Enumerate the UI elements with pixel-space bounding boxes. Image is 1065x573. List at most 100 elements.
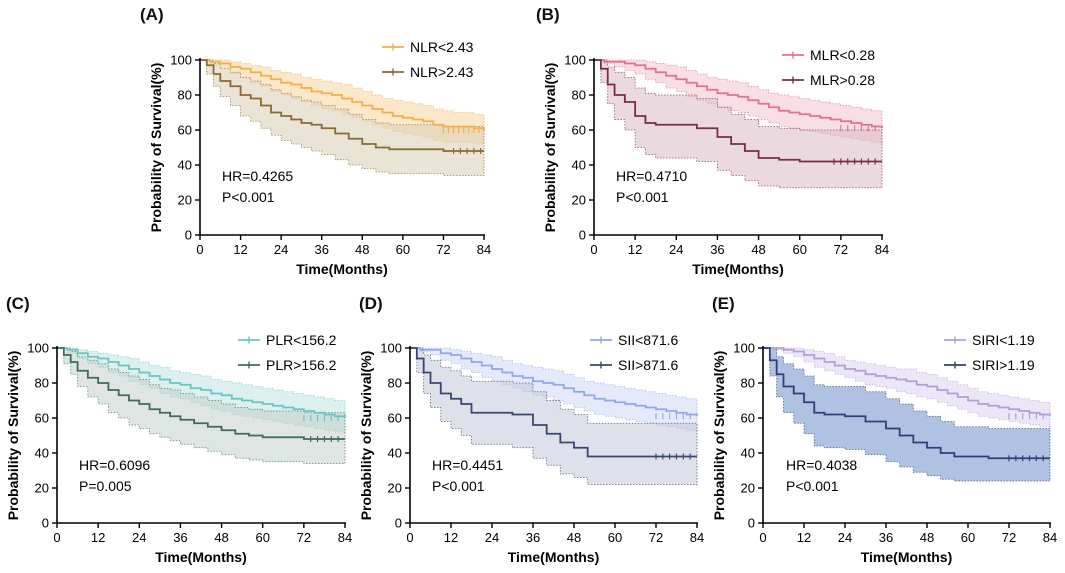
x-tick-label: 84 bbox=[1043, 530, 1057, 545]
y-tick-label: 40 bbox=[388, 446, 402, 461]
y-tick-label: 60 bbox=[35, 411, 49, 426]
x-tick-label: 72 bbox=[1002, 530, 1016, 545]
y-tick-label: 100 bbox=[733, 341, 755, 356]
ci-band-1 bbox=[763, 347, 1051, 429]
x-tick-label: 84 bbox=[875, 242, 889, 257]
y-tick-label: 40 bbox=[35, 446, 49, 461]
y-tick-label: 40 bbox=[572, 158, 586, 173]
x-tick-label: 24 bbox=[485, 530, 499, 545]
x-tick-label: 24 bbox=[669, 242, 683, 257]
p-value-annotation: P<0.001 bbox=[786, 478, 839, 494]
x-tick-label: 72 bbox=[834, 242, 848, 257]
x-tick-label: 0 bbox=[406, 530, 413, 545]
legend-entry-2: PLR>156.2 bbox=[238, 357, 337, 373]
x-tick-label: 12 bbox=[444, 530, 458, 545]
ci-band-2 bbox=[57, 347, 346, 464]
km-panel-b: (B) 0 20 40 60 80 100 0 12 24 36 48 60 72 84 Time(Month… bbox=[536, 5, 889, 277]
x-tick-label: 48 bbox=[920, 530, 934, 545]
ci-band-2 bbox=[594, 59, 883, 189]
x-tick-label: 12 bbox=[91, 530, 105, 545]
panel-label: (B) bbox=[536, 5, 560, 24]
survival-line-1 bbox=[594, 59, 883, 129]
survival-line-1 bbox=[57, 347, 346, 418]
x-tick-label: 84 bbox=[338, 530, 352, 545]
y-tick-label: 0 bbox=[748, 516, 755, 531]
y-axis-title: Probability of Survival(%) bbox=[358, 351, 374, 521]
survival-line-2 bbox=[57, 347, 345, 440]
legend-entry-2: MLR>0.28 bbox=[782, 72, 875, 88]
x-tick-label: 0 bbox=[196, 242, 203, 257]
y-tick-label: 80 bbox=[35, 376, 49, 391]
x-tick-label: 36 bbox=[710, 242, 724, 257]
legend-label: SIRI>1.19 bbox=[972, 357, 1035, 373]
x-axis-title: Time(Months) bbox=[155, 549, 247, 565]
km-panel-d: (D) 0 20 40 60 80 100 0 12 24 36 48 60 72 84 Time(Month… bbox=[358, 294, 704, 565]
x-axis-title: Time(Months) bbox=[861, 549, 953, 565]
survival-line-2 bbox=[410, 347, 697, 458]
legend-label: SII<871.6 bbox=[618, 332, 679, 348]
y-tick-label: 40 bbox=[178, 158, 192, 173]
y-tick-label: 40 bbox=[741, 446, 755, 461]
x-tick-label: 12 bbox=[233, 242, 247, 257]
x-tick-label: 36 bbox=[879, 530, 893, 545]
ci-band-2 bbox=[410, 347, 698, 485]
legend-entry-1: PLR<156.2 bbox=[238, 332, 337, 348]
x-tick-label: 36 bbox=[173, 530, 187, 545]
y-tick-label: 0 bbox=[185, 228, 192, 243]
y-tick-label: 20 bbox=[741, 481, 755, 496]
survival-line-2 bbox=[763, 347, 1050, 460]
km-panel-e: (E) 0 20 40 60 80 100 0 12 24 36 48 60 72 84 Time(Month… bbox=[711, 294, 1057, 565]
x-tick-label: 60 bbox=[961, 530, 975, 545]
x-tick-label: 36 bbox=[314, 242, 328, 257]
legend-label: SIRI<1.19 bbox=[972, 332, 1035, 348]
p-value-annotation: P<0.001 bbox=[222, 189, 275, 205]
y-tick-label: 20 bbox=[178, 193, 192, 208]
y-axis-title: Probability of Survival(%) bbox=[711, 351, 727, 521]
legend-label: PLR>156.2 bbox=[266, 357, 337, 373]
x-tick-label: 84 bbox=[690, 530, 704, 545]
y-tick-label: 100 bbox=[27, 341, 49, 356]
y-tick-label: 0 bbox=[579, 228, 586, 243]
ci-band-2 bbox=[763, 347, 1051, 482]
x-tick-label: 0 bbox=[53, 530, 60, 545]
legend-entry-1: SIRI<1.19 bbox=[944, 332, 1035, 348]
x-tick-label: 60 bbox=[255, 530, 269, 545]
panel-label: (E) bbox=[712, 294, 735, 313]
y-tick-label: 80 bbox=[178, 88, 192, 103]
survival-line-2 bbox=[594, 59, 882, 163]
x-tick-label: 0 bbox=[590, 242, 597, 257]
x-tick-label: 60 bbox=[608, 530, 622, 545]
x-axis-title: Time(Months) bbox=[508, 549, 600, 565]
ci-band-2 bbox=[200, 59, 485, 176]
survival-line-1 bbox=[410, 347, 698, 417]
p-value-annotation: P<0.001 bbox=[432, 478, 485, 494]
y-tick-label: 20 bbox=[388, 481, 402, 496]
legend-label: NLR<2.43 bbox=[410, 39, 474, 55]
legend-entry-1: SII<871.6 bbox=[590, 332, 679, 348]
legend-entry-2: NLR>2.43 bbox=[382, 64, 474, 80]
legend-label: MLR<0.28 bbox=[810, 47, 875, 63]
legend-entry-2: SIRI>1.19 bbox=[944, 357, 1035, 373]
x-tick-label: 84 bbox=[477, 242, 491, 257]
km-panel-a: (A) 0 20 40 60 80 100 0 12 24 36 48 60 72 84 Time(Month… bbox=[140, 5, 491, 277]
legend-entry-1: MLR<0.28 bbox=[782, 47, 875, 63]
y-tick-label: 0 bbox=[395, 516, 402, 531]
panel-label: (C) bbox=[6, 294, 30, 313]
x-tick-label: 72 bbox=[297, 530, 311, 545]
x-tick-label: 24 bbox=[274, 242, 288, 257]
x-tick-label: 48 bbox=[355, 242, 369, 257]
x-tick-label: 0 bbox=[759, 530, 766, 545]
y-tick-label: 60 bbox=[178, 123, 192, 138]
x-tick-label: 60 bbox=[792, 242, 806, 257]
legend-label: NLR>2.43 bbox=[410, 64, 474, 80]
y-axis-title: Probability of Survival(%) bbox=[542, 63, 558, 233]
survival-line-2 bbox=[200, 59, 484, 152]
x-tick-label: 12 bbox=[797, 530, 811, 545]
legend-label: MLR>0.28 bbox=[810, 72, 875, 88]
panel-label: (A) bbox=[140, 5, 164, 24]
hr-annotation: HR=0.6096 bbox=[79, 457, 150, 473]
p-value-annotation: P<0.001 bbox=[616, 189, 669, 205]
legend-label: SII>871.6 bbox=[618, 357, 679, 373]
x-tick-label: 36 bbox=[526, 530, 540, 545]
